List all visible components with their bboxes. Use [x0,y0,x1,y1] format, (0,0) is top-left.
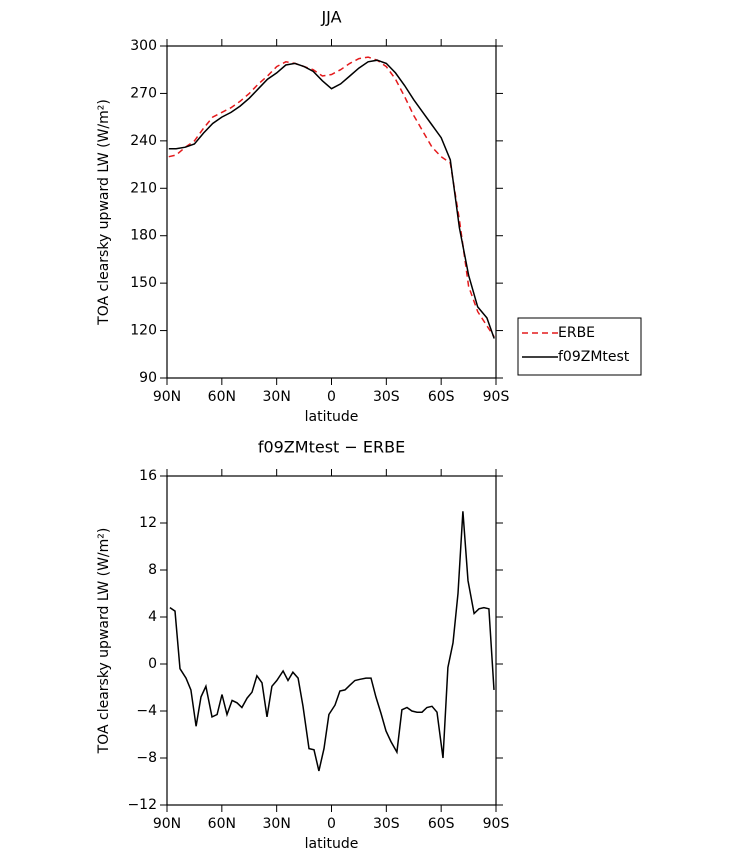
data-line [168,56,495,338]
y-tick-label: −4 [136,703,157,719]
chart: f09ZMtest − ERBE −12 −8 −4 0 4 8 12 16 90N 60N 30N 0… [96,438,509,853]
data-line [168,59,495,339]
x-tick-label: 90S [483,816,510,832]
y-tick-label: −12 [127,797,157,813]
x-tick-label: 30S [373,389,400,405]
x-tick-label: 60S [428,816,455,832]
legend-box [517,317,642,376]
plot-frame [166,45,497,379]
y-tick-label: 240 [130,133,157,149]
y-tick-label: 90 [139,370,157,386]
y-tick-label: 210 [130,180,157,196]
y-tick-label: 180 [130,228,157,244]
x-axis-label: latitude [305,836,359,852]
x-axis-label: latitude [305,409,359,425]
y-tick-label: 12 [139,515,157,531]
x-tick-label: 60N [208,389,236,405]
y-axis-label: TOA clearsky upward LW (W/m²) [96,528,112,755]
x-tick-label: 90N [153,816,181,832]
x-tick-label: 30N [263,389,291,405]
legend-label: ERBE [558,325,595,341]
x-tick-label: 90N [153,389,181,405]
x-tick-label: 30N [263,816,291,832]
chart-title: f09ZMtest − ERBE [258,438,405,457]
plot-frame [166,475,497,806]
x-tick-label: 60N [208,816,236,832]
x-tick-label: 90S [483,389,510,405]
y-tick-label: 300 [130,38,157,54]
x-tick-label: 0 [327,816,336,832]
y-tick-label: 4 [148,609,157,625]
y-tick-label: 8 [148,562,157,578]
chart-title: JJA [320,8,341,27]
y-axis-label: TOA clearsky upward LW (W/m²) [96,99,112,326]
y-tick-label: 0 [148,656,157,672]
x-tick-label: 60S [428,389,455,405]
x-tick-label: 0 [327,389,336,405]
x-tick-label: 30S [373,816,400,832]
chart: JJA 90 120 150 180 210 240 270 300 90N 60N 30N 0 30S 6… [96,8,642,425]
legend-label: f09ZMtest [558,349,630,365]
y-tick-label: 150 [130,275,157,291]
y-tick-label: −8 [136,750,157,766]
data-line [169,511,495,772]
y-tick-label: 270 [130,85,157,101]
y-tick-label: 120 [130,323,157,339]
y-tick-label: 16 [139,468,157,484]
